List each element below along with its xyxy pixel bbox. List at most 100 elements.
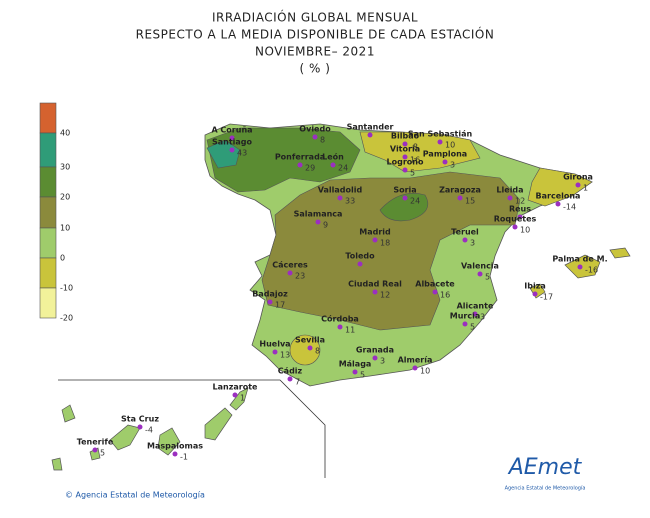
station-value: 11	[345, 326, 355, 335]
island	[51, 387, 249, 471]
station-value: -1	[180, 453, 188, 462]
station-dot	[92, 447, 98, 453]
title-line: NOVIEMBRE– 2021	[255, 45, 375, 59]
station-value: 10	[420, 367, 430, 376]
station-dot	[512, 224, 518, 230]
station-value: 9	[323, 221, 328, 230]
station-name: Cádiz	[278, 367, 303, 376]
station-value: 8	[320, 136, 325, 145]
station-name: Alicante	[457, 302, 494, 311]
station-value: 12	[515, 197, 525, 206]
station-name: Tenerife	[77, 438, 114, 447]
station-name: Bilbao	[391, 132, 420, 141]
station-value: 5	[100, 449, 105, 458]
station-dot	[137, 424, 143, 430]
zone-neg	[359, 131, 481, 173]
station-value: 16	[440, 291, 450, 300]
legend-label: -10	[60, 284, 73, 293]
station-value: -14	[563, 203, 576, 212]
station-dot	[297, 162, 303, 168]
station-value: 33	[345, 197, 355, 206]
station-dot	[315, 219, 321, 225]
station-dot	[357, 261, 363, 267]
station-name: Lleida	[496, 186, 523, 195]
station-name: Salamanca	[294, 210, 343, 219]
legend-swatch	[39, 102, 57, 134]
station-name: Albacete	[415, 280, 455, 289]
station-dot	[372, 237, 378, 243]
legend-label: 0	[60, 254, 65, 263]
station-value: 3	[470, 239, 475, 248]
station-value: 18	[380, 239, 390, 248]
station-dot	[272, 349, 278, 355]
station-name: Reus	[509, 205, 531, 214]
legend-swatch	[39, 166, 57, 198]
station-value: 15	[465, 197, 475, 206]
station-value: 7	[295, 378, 300, 387]
station-value: 12	[380, 291, 390, 300]
station-value: -4	[145, 426, 153, 435]
station-dot	[312, 134, 318, 140]
legend-swatch	[39, 132, 57, 168]
station-name: Vitoria	[390, 145, 420, 154]
legend-label: 40	[60, 129, 70, 138]
station-value: -17	[540, 293, 553, 302]
station-value: 5	[485, 273, 490, 282]
station-name: Santiago	[212, 138, 253, 147]
station-dot	[472, 311, 478, 317]
station-name: Sevilla	[295, 336, 325, 345]
station-dot	[337, 324, 343, 330]
station-dot	[372, 355, 378, 361]
station-value: 1	[240, 394, 245, 403]
station-value: 5	[360, 371, 365, 380]
station-name: Oviedo	[299, 125, 331, 134]
station-dot	[577, 264, 583, 270]
station-dot	[575, 182, 581, 188]
station-dot	[402, 154, 408, 160]
zone-30-40	[206, 139, 241, 169]
station-name: A Coruña	[211, 126, 252, 135]
station-value: -8	[410, 143, 418, 152]
station-name: Valencia	[461, 262, 499, 271]
station-value: 5	[470, 323, 475, 332]
station-name: Lanzarote	[213, 383, 259, 392]
station-name: Málaga	[339, 360, 372, 369]
title-line: IRRADIACIÓN GLOBAL MENSUAL	[212, 10, 418, 25]
station-name: Huelva	[259, 340, 290, 349]
separator	[58, 379, 326, 478]
station-dot	[555, 201, 561, 207]
station-dot	[402, 167, 408, 173]
station-name: Roquetes	[494, 215, 537, 224]
station-name: Ponferrada	[275, 153, 325, 162]
station-dot	[307, 345, 313, 351]
zone-20-30	[379, 193, 429, 222]
legend-swatch	[39, 227, 57, 259]
station-value: 10	[445, 141, 455, 150]
station-dot	[337, 195, 343, 201]
station-dot	[442, 159, 448, 165]
station-dot	[517, 214, 523, 220]
title-line: ( % )	[300, 62, 331, 76]
station-dot	[432, 289, 438, 295]
copyright: © Agencia Estatal de Meteorología	[65, 491, 205, 500]
legend-swatch	[39, 257, 57, 289]
zone-neg	[289, 334, 321, 366]
zone-10-20	[261, 171, 521, 331]
station-name: Ibiza	[524, 282, 546, 291]
station-name: Palma de M.	[552, 255, 607, 264]
station-name: Teruel	[451, 228, 479, 237]
station-name: Córdoba	[321, 314, 359, 324]
station-name: Barcelona	[536, 192, 581, 201]
station-dot	[372, 289, 378, 295]
station-value: 10	[520, 226, 530, 235]
legend-swatch	[39, 196, 57, 229]
station-name: Pamplona	[423, 150, 467, 159]
station-dot	[462, 237, 468, 243]
station-dot	[532, 291, 538, 297]
station-value: -16	[585, 266, 598, 275]
station-name: Granada	[356, 346, 394, 355]
station-value: 24	[410, 197, 420, 206]
station-name: Logroño	[387, 158, 424, 167]
station-name: Zaragoza	[439, 186, 481, 195]
